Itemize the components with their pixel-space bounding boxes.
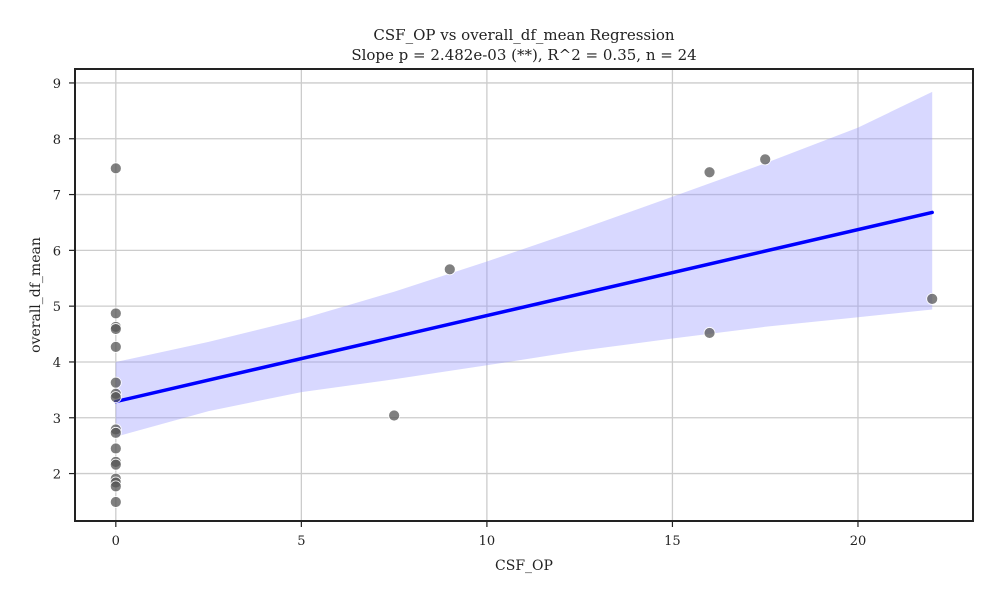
data-point [109, 496, 122, 508]
y-tick-label: 5 [53, 300, 61, 315]
y-tick-label: 7 [53, 189, 61, 204]
data-point [109, 376, 122, 389]
data-point [109, 307, 122, 320]
chart-title: CSF_OP vs overall_df_mean Regression [373, 26, 675, 44]
data-point [926, 293, 939, 305]
data-point [109, 323, 122, 335]
axis-ticks: 0 5 10 15 20 2 3 4 5 6 7 8 9 [53, 77, 867, 549]
confidence-band [115, 91, 933, 437]
data-point [703, 166, 716, 179]
y-tick-label: 3 [53, 412, 61, 427]
x-tick-label: 10 [479, 534, 496, 549]
y-tick-label: 8 [53, 133, 61, 148]
x-tick-label: 5 [297, 534, 305, 549]
data-point [703, 327, 716, 339]
data-point [109, 442, 122, 455]
y-tick-label: 9 [53, 77, 61, 92]
x-tick-label: 20 [850, 534, 867, 549]
data-point [109, 162, 122, 175]
data-point [443, 263, 456, 276]
y-axis-label: overall_df_mean [28, 237, 44, 353]
regression-line [114, 210, 934, 404]
data-point [109, 426, 122, 439]
data-point [109, 391, 122, 404]
x-axis-label: CSF_OP [495, 558, 553, 574]
scatter-points [109, 153, 939, 508]
data-point [109, 458, 122, 471]
plot-frame [74, 68, 974, 522]
chart-subtitle: Slope p = 2.482e-03 (**), R^2 = 0.35, n … [351, 46, 696, 64]
data-point [759, 153, 772, 166]
regression-line-layer [114, 210, 934, 404]
data-point [109, 340, 122, 353]
data-point [388, 409, 401, 422]
data-point [109, 480, 122, 493]
x-tick-label: 0 [112, 534, 120, 549]
y-tick-label: 4 [53, 356, 61, 371]
y-tick-label: 2 [53, 468, 61, 483]
confidence-band-layer [115, 91, 933, 437]
y-tick-label: 6 [53, 244, 61, 259]
x-tick-label: 15 [664, 534, 681, 549]
